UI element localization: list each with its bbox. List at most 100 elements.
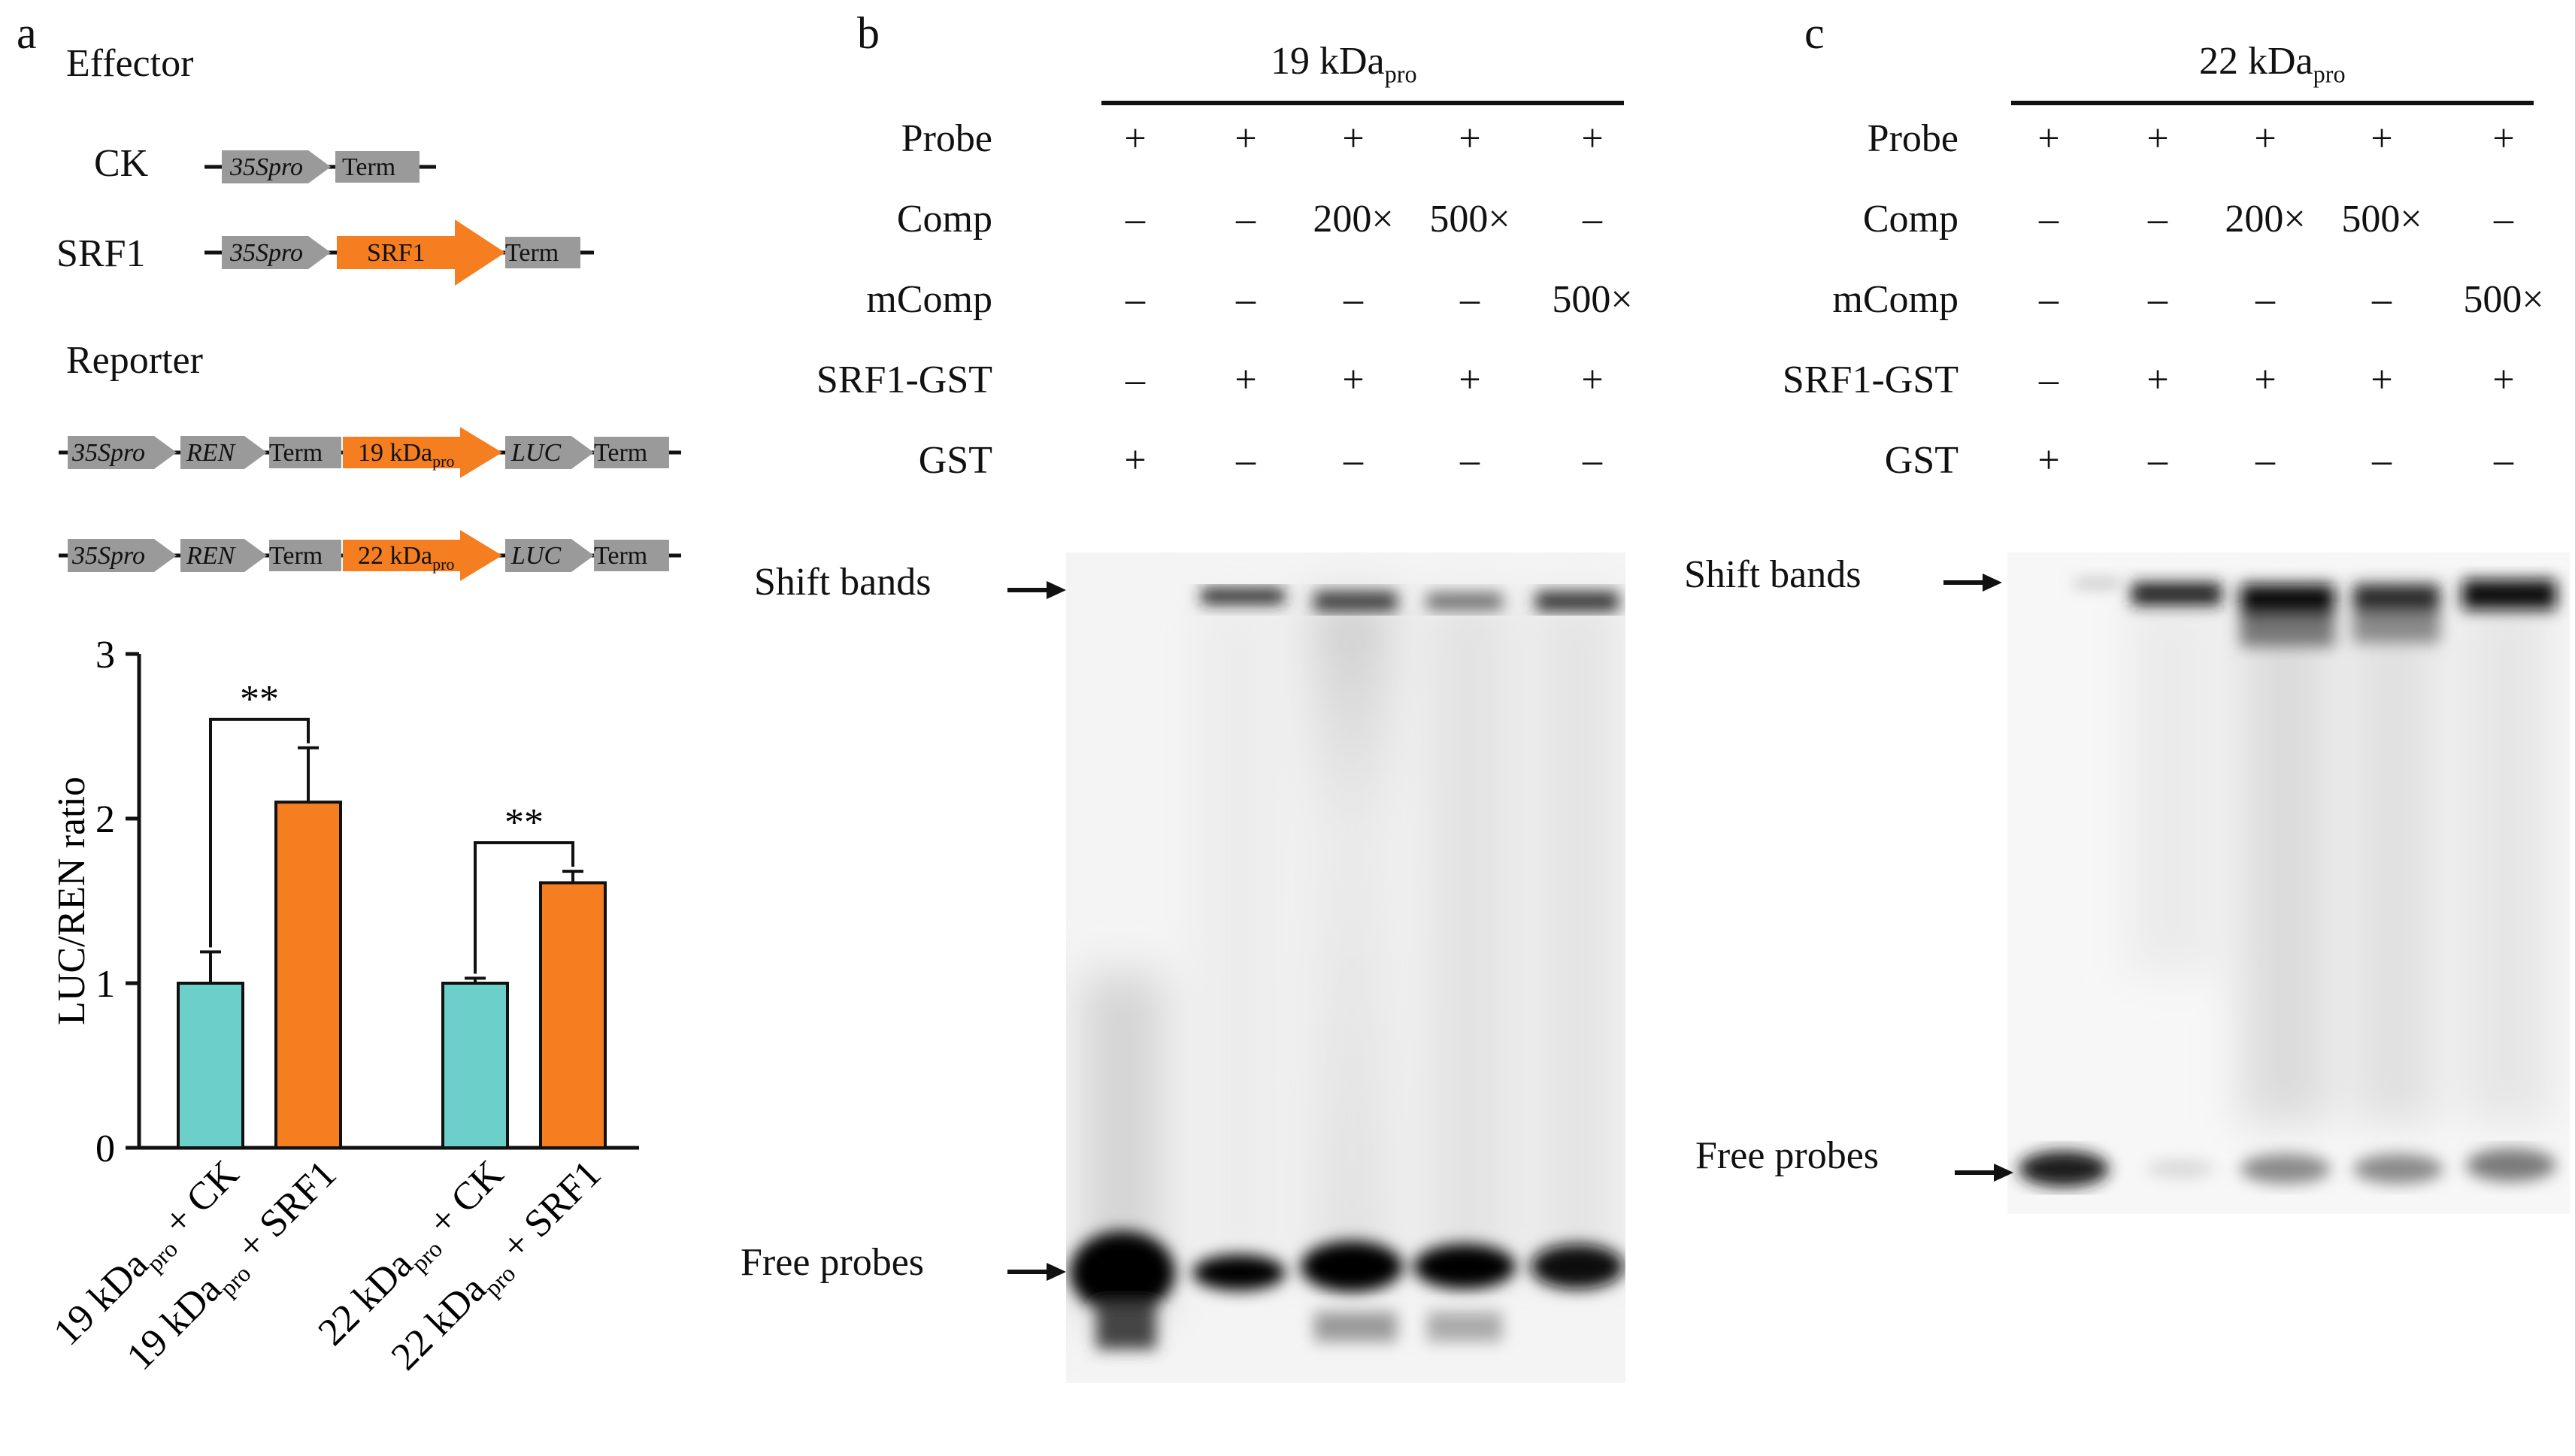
panel-c-free-arrow: [1955, 1164, 2013, 1182]
panel-c-gel-image: [2007, 552, 2570, 1214]
significance-bracket: **: [474, 801, 574, 974]
panel_b-header: 19 kDapro: [1271, 40, 1417, 88]
y-tick-label: 1: [95, 963, 115, 1006]
panel_b-cell: +: [1342, 359, 1365, 401]
svg-text:22 kDapro: 22 kDapro: [358, 542, 454, 574]
significance-bracket: **: [209, 678, 310, 948]
panel_c-cell: –: [2039, 198, 2058, 241]
panel_c-cell: +: [2254, 117, 2277, 160]
y-tick-label: 2: [95, 798, 115, 841]
srf1-construct: 35Spro SRF1 Term: [204, 219, 594, 286]
panel_c-cell: –: [2039, 359, 2058, 401]
svg-text:35Spro: 35Spro: [71, 542, 145, 570]
panel_b-cell: 500×: [1429, 198, 1510, 241]
srf1-gene-text: SRF1: [367, 239, 426, 267]
svg-text:REN: REN: [186, 542, 237, 570]
panel_c-cell: –: [2148, 278, 2168, 321]
panel_b-row-label: SRF1-GST: [816, 359, 992, 401]
significance-label: **: [240, 678, 279, 721]
panel_b-cell: –: [1236, 278, 1256, 321]
ck-label: CK: [94, 142, 149, 185]
svg-text:Term: Term: [269, 542, 323, 570]
panel_b-row-label: Comp: [896, 198, 992, 241]
panel_b-cell: +: [1124, 439, 1147, 482]
panel_b-row-label: Probe: [901, 117, 992, 160]
panel_b-row-label: GST: [918, 439, 992, 482]
panel_b-cell: +: [1234, 359, 1257, 401]
ck-term-text: Term: [342, 153, 395, 181]
panel_b-cell: –: [1125, 359, 1145, 401]
panel_c-cell: 200×: [2225, 198, 2306, 241]
panel_c-row-label: Comp: [1862, 198, 1959, 241]
effector-title: Effector: [66, 42, 194, 85]
panel_b-cell: +: [1581, 359, 1604, 401]
srf1-construct-label: SRF1: [56, 232, 146, 275]
panel_b-cell: +: [1342, 117, 1365, 160]
panel_b-cell: +: [1459, 359, 1481, 401]
svg-text:REN: REN: [186, 439, 237, 467]
panel_c-cell: +: [2492, 359, 2515, 401]
reporter-19kda-construct: 35Spro REN Term 19 kDapro LUC Term: [59, 427, 681, 478]
panel_c-cell: 500×: [2463, 278, 2544, 321]
panel_b-cell: +: [1581, 117, 1604, 160]
panel_c-cell: –: [2494, 439, 2513, 482]
panel-c-shift-label: Shift bands: [1684, 553, 1862, 596]
panel_b-cell: –: [1460, 278, 1480, 321]
panel_c-cell: –: [2148, 198, 2168, 241]
svg-text:Term: Term: [594, 542, 647, 570]
panel-c-free-label: Free probes: [1695, 1134, 1880, 1177]
panel_c-row-label: GST: [1884, 439, 1959, 482]
bar: [274, 801, 342, 1149]
panel_c-cell: –: [2372, 439, 2392, 482]
panel-b-shift-label: Shift bands: [754, 561, 932, 604]
bar: [539, 881, 607, 1149]
svg-text:35Spro: 35Spro: [71, 439, 145, 467]
panel_c-cell: +: [2146, 117, 2169, 160]
panel_b-row-label: mComp: [866, 278, 992, 321]
panel-c-free-probes: [2019, 1149, 2556, 1187]
panel-b-letter: b: [857, 8, 880, 58]
panel_c-cell: +: [2492, 117, 2515, 160]
panel_b-cell: +: [1459, 117, 1481, 160]
panel_b-cell: –: [1236, 439, 1256, 482]
ck-construct: 35Spro Term: [204, 150, 436, 183]
panel_c-cell: –: [2255, 278, 2275, 321]
panel-b-free-label: Free probes: [741, 1241, 925, 1284]
panel_c-cell: +: [2254, 359, 2277, 401]
panel_c-cell: +: [2371, 359, 2393, 401]
panel_c-row-label: SRF1-GST: [1782, 359, 1959, 401]
panel_b-cell: 200×: [1313, 198, 1394, 241]
panel_c-cell: –: [2372, 278, 2392, 321]
panel_b-cell: –: [1236, 198, 1256, 241]
y-axis-label: LUC/REN ratio: [50, 776, 93, 1025]
panel_c-cell: +: [2146, 359, 2169, 401]
ck-promoter-text: 35Spro: [229, 153, 303, 181]
panel_c-cell: –: [2039, 278, 2058, 321]
panel-c-shift-bands: [2075, 580, 2556, 646]
panel-b-free-arrow: [1007, 1263, 1066, 1281]
panel_b-header-rule: [1101, 101, 1624, 105]
panel_c-row-label: mComp: [1832, 278, 1959, 321]
panel_c-cell: –: [2494, 198, 2513, 241]
panel_b-cell: +: [1124, 117, 1147, 160]
panel_c-cell: +: [2371, 117, 2393, 160]
construct-diagrams: .g{fill:#9a9a9a}.o{fill:#f47e20}.t{font-…: [59, 150, 681, 581]
bar: [441, 982, 509, 1149]
panel_b-cell: –: [1125, 198, 1145, 241]
panel_b-cell: –: [1583, 198, 1602, 241]
panel-c-shift-arrow: [1943, 574, 2002, 592]
panel-b-shift-bands: [1201, 589, 1619, 611]
panel_c-cell: +: [2037, 117, 2060, 160]
panel_b-cell: –: [1125, 278, 1145, 321]
y-tick-label: 0: [95, 1128, 115, 1170]
panel-c-letter: c: [1804, 8, 1825, 58]
svg-text:LUC: LUC: [510, 542, 561, 570]
panel_b-cell: +: [1234, 117, 1257, 160]
bar: [177, 982, 244, 1149]
srf1-term-text: Term: [505, 239, 559, 267]
panel_b-cell: –: [1460, 439, 1480, 482]
panel_c-cell: –: [2255, 439, 2275, 482]
panel_c-header: 22 kDapro: [2199, 40, 2346, 88]
panel_b-cell: –: [1344, 439, 1363, 482]
